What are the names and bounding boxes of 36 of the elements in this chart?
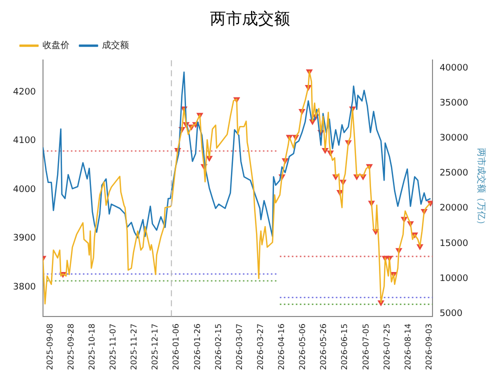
x-tick-label: 2025-11-27 bbox=[130, 324, 139, 370]
y2-tick-label: 10000 bbox=[440, 274, 468, 284]
y2-tick-label: 20000 bbox=[440, 204, 468, 214]
y-tick-label: 4200 bbox=[13, 87, 36, 98]
x-tick-label: 2026-04-16 bbox=[277, 324, 286, 370]
y-tick-label: 4000 bbox=[13, 184, 36, 195]
legend-label: 收盘价 bbox=[42, 40, 70, 52]
y-tick-label: 3800 bbox=[13, 282, 36, 293]
y-tick-label: 4100 bbox=[13, 136, 36, 146]
y2-tick-label: 35000 bbox=[440, 98, 468, 108]
y2-tick-label: 25000 bbox=[440, 168, 468, 179]
y2-tick-label: 5000 bbox=[440, 309, 463, 320]
x-tick-label: 2026-06-15 bbox=[340, 324, 350, 370]
x-tick-label: 2025-09-28 bbox=[66, 324, 76, 370]
x-tick-label: 2026-03-27 bbox=[256, 324, 265, 370]
x-tick-label: 2026-05-06 bbox=[298, 324, 308, 370]
legend-label: 成交额 bbox=[102, 40, 129, 52]
x-tick-label: 2026-07-05 bbox=[361, 324, 370, 370]
chart-title: 两市成交额 bbox=[210, 8, 290, 28]
y2-tick-label: 40000 bbox=[440, 63, 468, 74]
x-tick-label: 2026-08-14 bbox=[403, 324, 412, 370]
x-tick-label: 2026-02-15 bbox=[214, 324, 223, 370]
x-tick-label: 2026-05-26 bbox=[319, 324, 328, 370]
y2-tick-label: 15000 bbox=[440, 238, 468, 249]
y2-axis-title: 两市成交额（万亿） bbox=[475, 148, 486, 229]
x-tick-label: 2026-09-03 bbox=[424, 324, 434, 370]
x-tick-label: 2026-07-25 bbox=[382, 324, 392, 370]
x-tick-label: 2025-12-17 bbox=[150, 324, 160, 370]
x-tick-label: 2025-11-07 bbox=[108, 324, 118, 370]
x-tick-label: 2026-03-07 bbox=[234, 324, 244, 370]
x-tick-label: 2026-01-26 bbox=[192, 324, 202, 370]
y-tick-label: 3900 bbox=[13, 234, 36, 244]
x-tick-label: 2025-09-08 bbox=[45, 324, 54, 370]
x-tick-label: 2026-01-06 bbox=[172, 324, 181, 370]
y2-tick-label: 30000 bbox=[440, 133, 468, 144]
x-tick-label: 2025-10-18 bbox=[87, 324, 96, 370]
